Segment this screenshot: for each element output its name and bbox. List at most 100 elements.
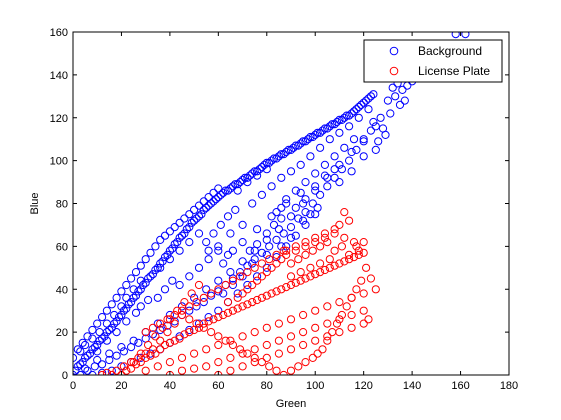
data-point (102, 368, 111, 375)
x-tick-label: 140 (403, 380, 421, 392)
data-point (226, 184, 235, 193)
data-point (269, 154, 279, 163)
y-tick-label: 0 (62, 370, 68, 382)
data-point (289, 143, 298, 152)
data-point (156, 319, 165, 328)
data-point (253, 272, 262, 281)
data-point (282, 147, 291, 157)
data-point (342, 111, 351, 120)
data-point (301, 358, 310, 367)
data-point (129, 358, 138, 367)
data-point (291, 242, 300, 251)
data-point (306, 152, 315, 161)
data-point (156, 345, 165, 354)
data-point (320, 124, 329, 133)
data-point (400, 96, 409, 105)
data-point (177, 231, 187, 240)
data-point (170, 223, 179, 232)
data-point (369, 117, 378, 127)
data-point (185, 306, 194, 315)
data-point (153, 319, 162, 328)
data-point (286, 212, 296, 221)
data-point (177, 366, 187, 375)
data-point (163, 315, 172, 324)
legend: Background License Plate (363, 39, 503, 83)
data-point (100, 332, 109, 341)
data-point (190, 293, 199, 302)
data-point (308, 246, 317, 255)
data-point (376, 113, 385, 122)
data-point (226, 366, 235, 375)
data-point (296, 160, 305, 169)
data-point (180, 214, 189, 223)
data-point (73, 362, 82, 371)
data-point (136, 276, 145, 285)
data-point (136, 261, 145, 270)
y-tick-label: 140 (50, 70, 68, 82)
data-point (219, 188, 228, 197)
data-point (301, 274, 310, 283)
data-point (265, 255, 274, 264)
data-point (233, 180, 242, 189)
data-point (85, 349, 95, 358)
data-point (291, 186, 300, 195)
data-point (102, 306, 112, 315)
data-point (141, 349, 150, 358)
data-point (366, 126, 375, 135)
data-point (204, 246, 213, 255)
data-point (374, 137, 383, 146)
data-point (243, 349, 252, 358)
data-point (257, 248, 266, 257)
data-point (228, 182, 237, 191)
y-tick-label: 60 (56, 241, 68, 253)
data-point (262, 165, 271, 174)
data-point (112, 366, 121, 375)
data-point (316, 143, 325, 152)
data-point (119, 362, 129, 371)
data-point (163, 250, 172, 259)
data-point (238, 362, 247, 371)
data-point (260, 160, 269, 169)
data-point (299, 199, 308, 208)
data-point (301, 195, 310, 204)
data-point (316, 242, 325, 251)
data-point (214, 332, 223, 341)
data-point (282, 242, 291, 251)
data-point (83, 332, 92, 341)
data-point (308, 132, 317, 142)
data-point (253, 167, 262, 176)
data-point (160, 285, 170, 294)
data-point (291, 203, 300, 212)
data-point (214, 246, 223, 255)
data-point (151, 242, 160, 251)
x-tick-label: 60 (212, 380, 224, 392)
data-point (262, 353, 271, 362)
data-point (141, 366, 150, 375)
data-point (107, 366, 116, 375)
data-point (320, 229, 329, 238)
x-tick-label: 100 (306, 380, 324, 392)
data-point (323, 332, 332, 341)
data-point (214, 184, 223, 193)
x-axis-label: Green (276, 398, 307, 410)
data-point (148, 345, 157, 354)
data-point (214, 306, 223, 315)
data-point (83, 351, 92, 360)
data-point (359, 306, 368, 315)
data-point (395, 100, 405, 110)
data-point (364, 105, 373, 114)
data-point (316, 259, 325, 268)
data-point (175, 334, 184, 343)
data-point (332, 319, 342, 328)
data-point (204, 255, 213, 264)
data-point (199, 293, 208, 302)
data-point (175, 280, 184, 290)
data-point (303, 135, 313, 144)
data-point (117, 343, 126, 352)
data-point (127, 358, 136, 367)
data-point (122, 293, 131, 302)
data-point (117, 362, 126, 371)
data-point (248, 280, 257, 290)
data-point (250, 328, 259, 337)
y-tick-label: 40 (56, 284, 68, 296)
